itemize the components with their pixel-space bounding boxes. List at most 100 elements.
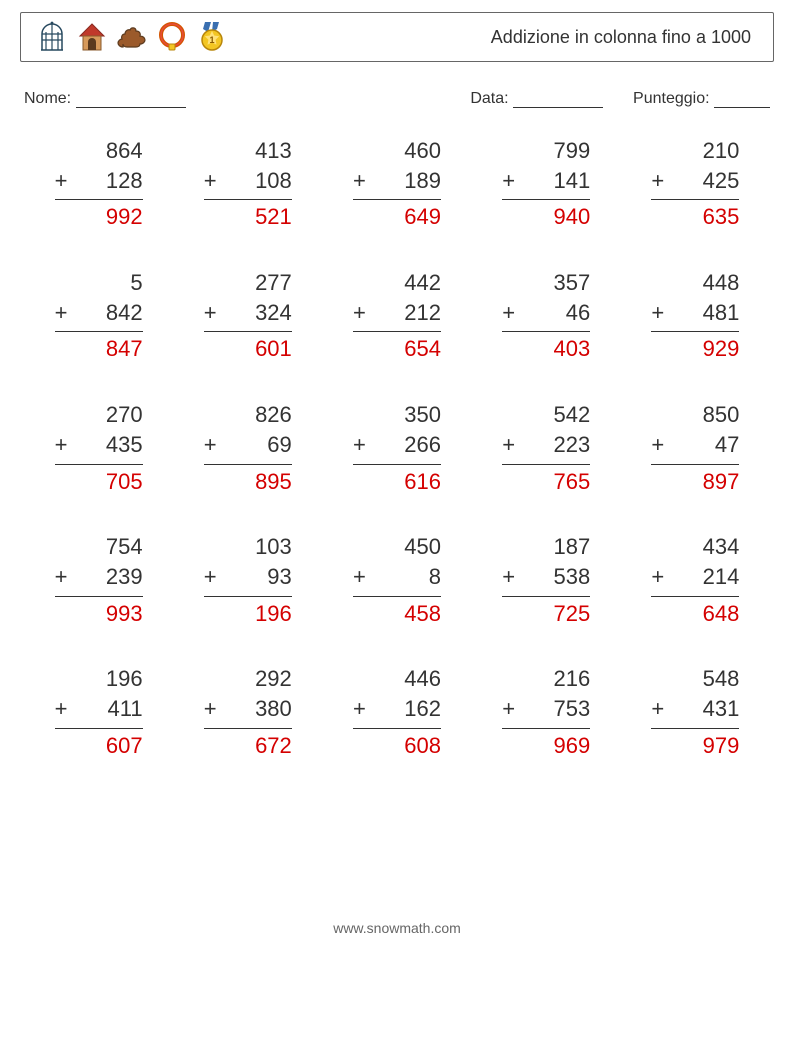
answer: 458: [353, 599, 441, 629]
rule-line: [204, 596, 292, 597]
addend-b: +108: [204, 166, 292, 196]
addend-b: +141: [502, 166, 590, 196]
problem: 434+214 648: [637, 532, 754, 628]
addend-a: 450: [353, 532, 441, 562]
problem: 754+239 993: [40, 532, 157, 628]
addend-b: + 69: [204, 430, 292, 460]
answer: 608: [353, 731, 441, 761]
addend-b: +239: [55, 562, 143, 592]
answer: 725: [502, 599, 590, 629]
rule-line: [204, 464, 292, 465]
medal-icon: 1: [195, 20, 229, 54]
rule-line: [353, 464, 441, 465]
addend-b: +212: [353, 298, 441, 328]
answer: 993: [55, 599, 143, 629]
answer: 929: [651, 334, 739, 364]
answer: 607: [55, 731, 143, 761]
date-blank[interactable]: [513, 93, 603, 108]
answer: 895: [204, 467, 292, 497]
birdcage-icon: [35, 20, 69, 54]
addend-a: 210: [651, 136, 739, 166]
rule-line: [502, 596, 590, 597]
answer: 654: [353, 334, 441, 364]
answer: 940: [502, 202, 590, 232]
score-field: Punteggio:: [633, 90, 770, 108]
rule-line: [651, 464, 739, 465]
problem: 270+435 705: [40, 400, 157, 496]
addend-a: 357: [502, 268, 590, 298]
answer: 979: [651, 731, 739, 761]
addend-a: 413: [204, 136, 292, 166]
addend-a: 754: [55, 532, 143, 562]
date-label: Data:: [470, 90, 508, 107]
header-icons: 1: [35, 20, 229, 54]
addend-b: +842: [55, 298, 143, 328]
problems-grid: 864+128 992 413+108 521 460+189 649 799+…: [40, 136, 754, 760]
rule-line: [353, 728, 441, 729]
problem: 350+266 616: [338, 400, 455, 496]
addend-b: +266: [353, 430, 441, 460]
problem: 826+ 69 895: [189, 400, 306, 496]
rule-line: [55, 728, 143, 729]
answer: 765: [502, 467, 590, 497]
answer: 969: [502, 731, 590, 761]
answer: 705: [55, 467, 143, 497]
addend-b: +481: [651, 298, 739, 328]
rule-line: [55, 596, 143, 597]
addend-a: 277: [204, 268, 292, 298]
rule-line: [502, 464, 590, 465]
addend-b: + 46: [502, 298, 590, 328]
answer: 672: [204, 731, 292, 761]
addend-a: 446: [353, 664, 441, 694]
addend-a: 542: [502, 400, 590, 430]
addend-b: + 93: [204, 562, 292, 592]
addend-b: +431: [651, 694, 739, 724]
worksheet-page: 1 Addizione in colonna fino a 1000 Nome:…: [0, 0, 794, 954]
answer: 897: [651, 467, 739, 497]
addend-a: 350: [353, 400, 441, 430]
problem: 799+141 940: [488, 136, 605, 232]
rule-line: [204, 331, 292, 332]
doghouse-icon: [75, 20, 109, 54]
addend-a: 187: [502, 532, 590, 562]
addend-b: +189: [353, 166, 441, 196]
footer-url: www.snowmath.com: [20, 920, 774, 946]
rule-line: [55, 464, 143, 465]
worksheet-title: Addizione in colonna fino a 1000: [491, 27, 759, 48]
problem: 292+380 672: [189, 664, 306, 760]
answer: 521: [204, 202, 292, 232]
name-blank[interactable]: [76, 93, 186, 108]
problem: 210+425 635: [637, 136, 754, 232]
addend-a: 196: [55, 664, 143, 694]
rule-line: [353, 331, 441, 332]
addend-a: 864: [55, 136, 143, 166]
answer: 403: [502, 334, 590, 364]
addend-a: 270: [55, 400, 143, 430]
collar-icon: [155, 20, 189, 54]
addend-a: 850: [651, 400, 739, 430]
addend-b: +380: [204, 694, 292, 724]
addend-b: +411: [55, 694, 143, 724]
score-blank[interactable]: [714, 93, 770, 108]
answer: 992: [55, 202, 143, 232]
problem: 542+223 765: [488, 400, 605, 496]
rule-line: [353, 596, 441, 597]
answer: 196: [204, 599, 292, 629]
problem: 850+ 47 897: [637, 400, 754, 496]
name-field: Nome:: [24, 90, 470, 108]
addend-b: +425: [651, 166, 739, 196]
answer: 601: [204, 334, 292, 364]
name-label: Nome:: [24, 90, 71, 107]
addend-a: 434: [651, 532, 739, 562]
problem: 442+212 654: [338, 268, 455, 364]
answer: 635: [651, 202, 739, 232]
rule-line: [502, 331, 590, 332]
addend-b: + 47: [651, 430, 739, 460]
rule-line: [55, 331, 143, 332]
header-box: 1 Addizione in colonna fino a 1000: [20, 12, 774, 62]
rule-line: [651, 728, 739, 729]
answer: 847: [55, 334, 143, 364]
addend-b: +214: [651, 562, 739, 592]
problem: 357+ 46 403: [488, 268, 605, 364]
addend-a: 799: [502, 136, 590, 166]
